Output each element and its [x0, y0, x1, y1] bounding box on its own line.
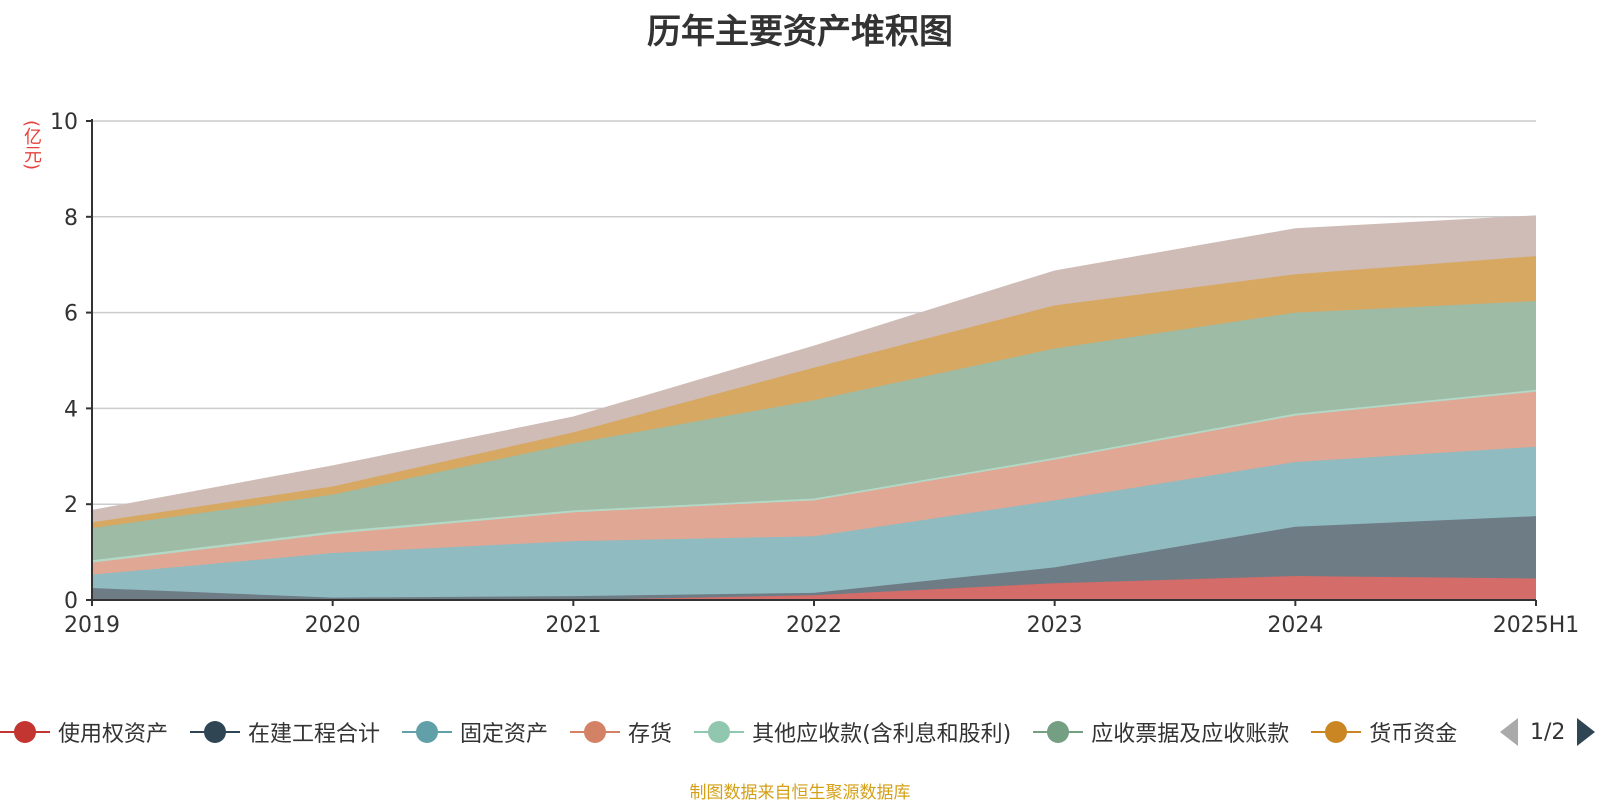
legend-item[interactable]: 其他应收款(含利息和股利)	[694, 712, 1011, 752]
area-series-6	[92, 256, 1536, 529]
axes	[91, 119, 1537, 606]
area-series-2	[92, 446, 1536, 598]
area-series-4	[92, 389, 1536, 563]
legend-marker-icon	[1311, 720, 1362, 744]
legend-item[interactable]: 应收票据及应收账款	[1033, 712, 1289, 752]
legend-label: 固定资产	[460, 722, 549, 747]
legend-item[interactable]: 在建工程合计	[190, 712, 380, 752]
legend-marker-icon	[694, 720, 745, 744]
area-series-7	[92, 215, 1536, 523]
x-tick-label: 2024	[1267, 613, 1323, 638]
pager-prev-icon[interactable]	[1500, 718, 1518, 746]
chart-title: 历年主要资产堆积图	[647, 12, 953, 52]
legend-item[interactable]: 使用权资产	[0, 712, 168, 752]
legend-label: 存货	[628, 722, 673, 747]
area-series-0	[92, 576, 1536, 600]
x-tick-label: 2023	[1027, 613, 1083, 638]
y-tick-label: 4	[64, 397, 78, 422]
legend-label: 使用权资产	[58, 722, 169, 747]
area-series-5	[92, 301, 1536, 561]
y-tick-label: 6	[64, 302, 78, 327]
legend-label: 应收票据及应收账款	[1091, 722, 1290, 747]
x-tick-label: 2019	[64, 613, 120, 638]
legend-label: 其他应收款(含利息和股利)	[752, 722, 1012, 747]
x-tick-label: 2021	[545, 613, 601, 638]
x-tick-label: 2022	[786, 613, 842, 638]
y-tick-label: 2	[64, 493, 78, 518]
source-note: 制图数据来自恒生聚源数据库	[689, 783, 911, 803]
pager-next-icon[interactable]	[1577, 718, 1596, 746]
y-tick-label: 0	[64, 589, 78, 614]
x-tick-label: 2020	[305, 613, 361, 638]
legend: 使用权资产 在建工程合计 固定资产 存货 其他应收款(含利息和股利) 应收票据及应收账款 货…	[0, 712, 1480, 752]
legend-marker-icon	[190, 720, 241, 744]
area-series-line-7	[91, 215, 1537, 511]
y-tick-label: 10	[50, 110, 78, 135]
legend-item[interactable]: 固定资产	[402, 712, 548, 752]
legend-marker-icon	[0, 720, 50, 744]
legend-label: 在建工程合计	[248, 722, 381, 747]
legend-marker-icon	[1033, 720, 1084, 744]
legend-label: 货币资金	[1369, 722, 1458, 747]
legend-item[interactable]: 货币资金	[1311, 712, 1457, 752]
legend-marker-icon	[570, 720, 621, 744]
legend-item[interactable]: 存货	[570, 712, 672, 752]
pager-page-text: 1/2	[1530, 719, 1566, 745]
x-tick-label: 2025H1	[1493, 613, 1580, 638]
area-series-1	[92, 516, 1536, 600]
x-axis-tick-labels: 2019 2020 2021 2022 2023 2024 2025H1	[64, 613, 1579, 638]
area-series	[91, 215, 1537, 601]
stacked-area-chart: 0 2 4 6 8 10 2019 2020 2021 2022 2023 2024 2025H1	[50, 110, 1579, 638]
y-tick-label: 8	[64, 206, 78, 231]
legend-marker-icon	[402, 720, 453, 744]
legend-pager: 1/2	[1500, 712, 1596, 752]
y-axis-tick-labels: 0 2 4 6 8 10	[50, 110, 78, 614]
area-series-3	[92, 391, 1536, 575]
y-axis-unit-label: (亿元)	[21, 120, 42, 171]
